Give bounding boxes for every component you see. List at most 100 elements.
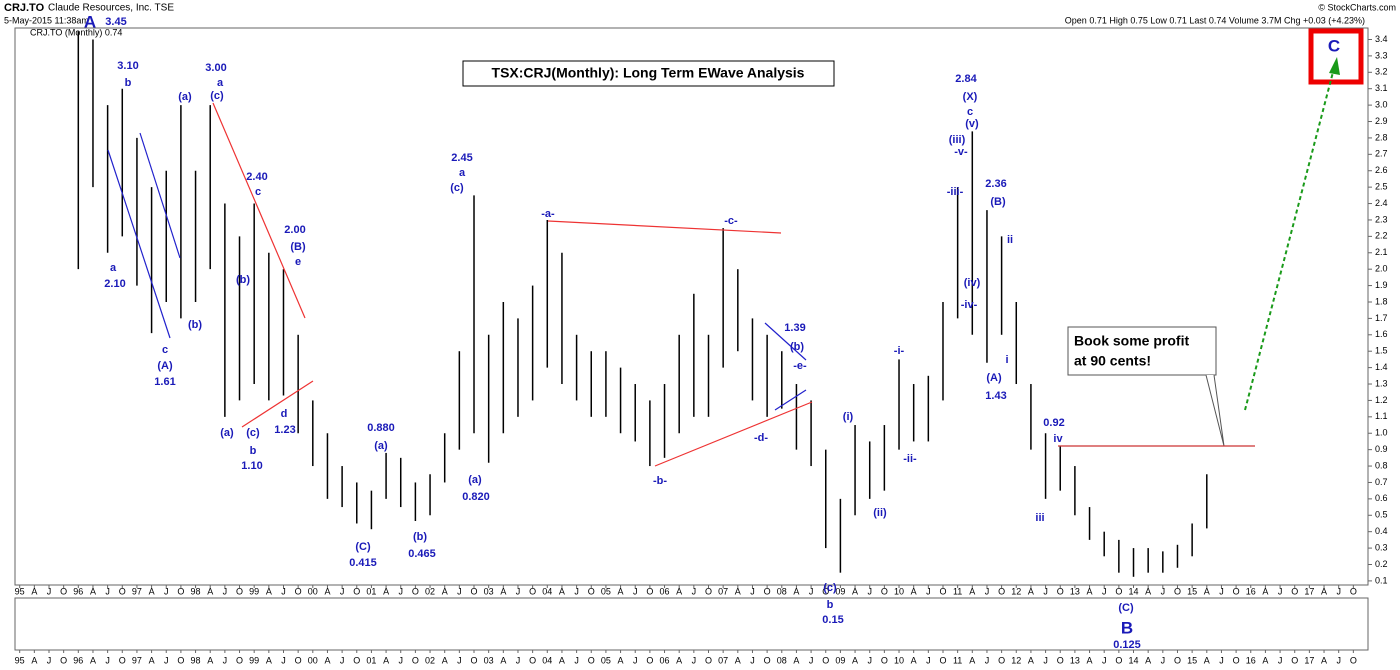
y-tick-label: 1.7 xyxy=(1375,313,1388,323)
wave-label: B xyxy=(1121,618,1133,637)
x-tick-label: J xyxy=(164,655,169,665)
wave-label: b xyxy=(125,77,132,89)
x-tick-label: J xyxy=(1219,586,1224,596)
trend-line xyxy=(139,132,181,259)
x-tick-label: A xyxy=(1145,586,1151,596)
x-tick-label: J xyxy=(809,586,814,596)
x-tick-label: O xyxy=(822,655,829,665)
y-tick-label: 1.2 xyxy=(1375,395,1388,405)
wave-label: iv xyxy=(1053,433,1063,445)
x-tick-label: A xyxy=(266,655,272,665)
x-tick-label: J xyxy=(809,655,814,665)
wave-label: iii xyxy=(1035,512,1044,524)
y-tick-label: 0.4 xyxy=(1375,526,1388,536)
trend-line xyxy=(547,220,782,234)
x-tick-label: 11 xyxy=(953,655,962,665)
x-tick-label: 15 xyxy=(1187,655,1197,665)
x-tick-label: A xyxy=(324,586,330,596)
x-tick-label: O xyxy=(1057,655,1064,665)
wave-label: 3.00 xyxy=(205,62,226,74)
y-tick-label: 2.2 xyxy=(1375,231,1388,241)
x-tick-label: O xyxy=(119,655,126,665)
y-tick-label: 1.4 xyxy=(1375,362,1388,372)
x-tick-label: O xyxy=(939,586,946,596)
x-tick-label: 13 xyxy=(1070,655,1080,665)
x-tick-label: J xyxy=(223,655,228,665)
wave-label: a xyxy=(459,167,466,179)
wave-label: 2.84 xyxy=(955,73,977,85)
y-tick-label: 3.1 xyxy=(1375,83,1388,93)
x-tick-label: 00 xyxy=(308,586,318,596)
x-tick-label: O xyxy=(295,586,302,596)
x-tick-label: 95 xyxy=(15,586,25,596)
wave-label: 1.39 xyxy=(784,322,805,334)
callout-line: Book some profit xyxy=(1074,333,1189,349)
x-tick-label: 09 xyxy=(835,586,845,596)
wave-label: (a) xyxy=(374,440,388,452)
wave-label: (i) xyxy=(843,411,854,423)
x-tick-label: A xyxy=(90,586,96,596)
x-tick-label: J xyxy=(692,586,697,596)
x-tick-label: O xyxy=(353,655,360,665)
x-tick-label: J xyxy=(105,586,110,596)
x-tick-label: O xyxy=(412,586,419,596)
x-tick-label: A xyxy=(735,586,741,596)
x-tick-label: O xyxy=(1233,586,1240,596)
x-tick-label: A xyxy=(500,586,506,596)
x-tick-label: A xyxy=(149,655,155,665)
x-tick-label: O xyxy=(471,655,478,665)
x-tick-label: J xyxy=(398,586,403,596)
wave-label: d xyxy=(281,408,288,420)
y-tick-label: 0.9 xyxy=(1375,444,1388,454)
x-tick-label: A xyxy=(793,586,799,596)
x-tick-label: J xyxy=(750,655,755,665)
x-tick-label: 15 xyxy=(1187,586,1197,596)
wave-label: (b) xyxy=(413,531,427,543)
wave-label: (B) xyxy=(290,241,306,253)
wave-label: (iii) xyxy=(949,134,966,146)
x-tick-label: O xyxy=(588,586,595,596)
wave-label: (A) xyxy=(157,360,173,372)
x-tick-label: J xyxy=(457,586,462,596)
x-tick-label: A xyxy=(149,586,155,596)
x-tick-label: J xyxy=(985,655,990,665)
y-tick-label: 2.0 xyxy=(1375,264,1388,274)
y-tick-label: 1.5 xyxy=(1375,346,1388,356)
x-tick-label: A xyxy=(383,655,389,665)
wave-label: (b) xyxy=(236,274,250,286)
y-tick-label: 0.6 xyxy=(1375,493,1388,503)
trend-line xyxy=(764,322,807,361)
quote: Open 0.71 High 0.75 Low 0.71 Last 0.74 V… xyxy=(1065,15,1365,25)
symbol: CRJ.TO xyxy=(4,2,45,14)
x-tick-label: J xyxy=(516,655,521,665)
x-tick-label: O xyxy=(529,586,536,596)
y-tick-label: 0.3 xyxy=(1375,542,1388,552)
wave-label: (C) xyxy=(1118,602,1134,614)
x-tick-label: J xyxy=(398,655,403,665)
x-tick-label: 05 xyxy=(601,586,611,596)
wave-label: 0.465 xyxy=(408,548,436,560)
x-tick-label: A xyxy=(1262,655,1268,665)
y-tick-label: 3.2 xyxy=(1375,67,1388,77)
wave-label: 3.10 xyxy=(117,60,138,72)
x-tick-label: O xyxy=(529,655,536,665)
x-tick-label: J xyxy=(47,655,52,665)
x-tick-label: 98 xyxy=(191,586,201,596)
x-tick-label: J xyxy=(281,655,286,665)
x-tick-label: O xyxy=(1291,655,1298,665)
wave-label: -d- xyxy=(754,432,768,444)
legend: CRJ.TO (Monthly) 0.74 xyxy=(30,27,122,37)
y-tick-label: 0.5 xyxy=(1375,510,1388,520)
y-tick-label: 0.1 xyxy=(1375,575,1388,585)
wave-label: (iv) xyxy=(964,277,981,289)
x-tick-label: A xyxy=(383,586,389,596)
x-tick-label: 95 xyxy=(15,655,25,665)
x-tick-label: J xyxy=(47,586,52,596)
x-tick-label: A xyxy=(1028,655,1034,665)
x-tick-label: A xyxy=(852,586,858,596)
x-tick-label: J xyxy=(164,586,169,596)
x-tick-label: O xyxy=(881,586,888,596)
x-tick-label: O xyxy=(1115,655,1122,665)
wave-label: (B) xyxy=(990,196,1006,208)
x-tick-label: J xyxy=(692,655,697,665)
